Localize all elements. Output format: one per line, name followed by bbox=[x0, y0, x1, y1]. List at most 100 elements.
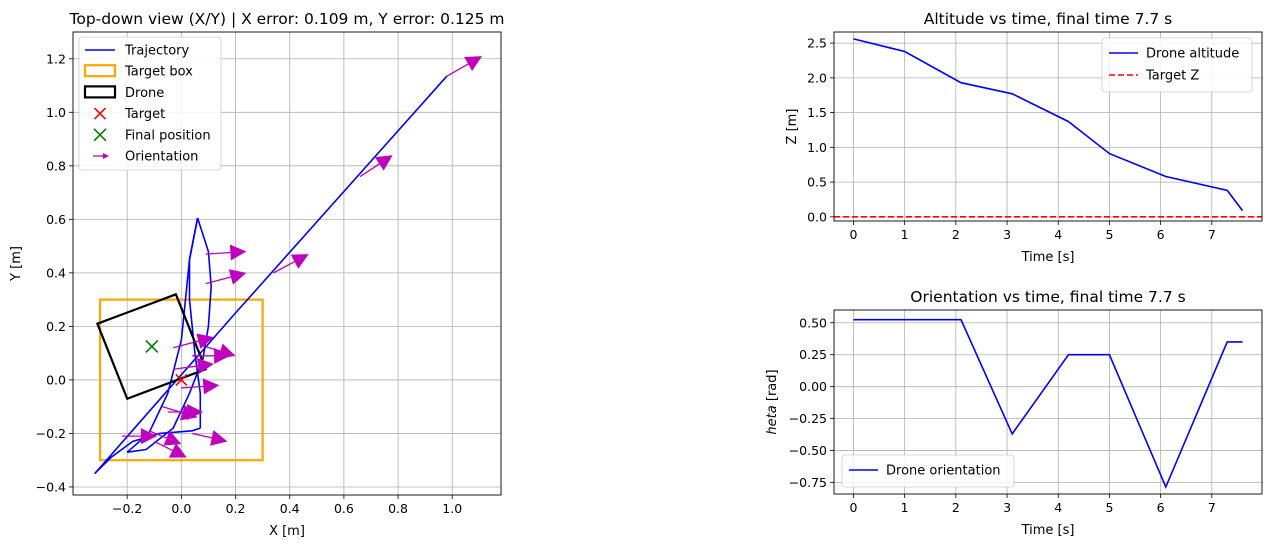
axes-frame bbox=[833, 31, 1263, 222]
y-tick-label: 2.5 bbox=[807, 36, 827, 51]
orientation-arrow-shaft bbox=[173, 365, 199, 370]
y-tick-label: 0.5 bbox=[807, 175, 827, 190]
x-tick-label: 3 bbox=[1003, 500, 1011, 515]
legend-frame bbox=[1101, 37, 1253, 93]
orientation-chart: 0 1 2 3 4 5 6 7 −0.75 −0.50 −0.25 0.00 0.25 0.50 Orien… bbox=[765, 288, 1263, 538]
axes-frame bbox=[72, 31, 502, 496]
orientation-arrow-shaft bbox=[181, 385, 204, 389]
orientation-arrow-shaft bbox=[205, 251, 231, 255]
legend-swatch-target bbox=[93, 107, 107, 120]
y-axis-label: Y [m] bbox=[9, 246, 24, 282]
legend-frame bbox=[841, 454, 1015, 488]
y-tick-label: 0.4 bbox=[46, 265, 66, 280]
legend-swatch-drone bbox=[83, 85, 117, 99]
y-tick-label: 1.5 bbox=[807, 105, 827, 120]
x-tick-label: 0.2 bbox=[226, 501, 246, 516]
legend-swatch-orientation-head bbox=[103, 153, 109, 159]
orientation-arrow-head bbox=[187, 404, 204, 421]
orientation-arrow-head bbox=[374, 155, 393, 171]
target-box bbox=[98, 298, 264, 462]
x-tick-label: 2 bbox=[952, 500, 960, 515]
x-tick-label: 0.8 bbox=[388, 501, 408, 516]
x-axis-label: Time [s] bbox=[1021, 523, 1075, 538]
topdown-chart: −0.2 0.0 0.2 0.4 0.6 0.8 1.0 −0.4 −0.2 0.0 0.2 0.4 0… bbox=[9, 10, 505, 539]
x-tick-label: −0.2 bbox=[112, 501, 142, 516]
legend-swatch-target-box bbox=[83, 64, 117, 78]
legend-label: Drone orientation bbox=[886, 464, 1001, 479]
orientation-arrow-head bbox=[140, 428, 157, 445]
orientation-arrow-shaft bbox=[273, 261, 295, 274]
orientation-arrow-head bbox=[229, 244, 247, 261]
orientation-arrow-head bbox=[163, 430, 182, 446]
orientation-arrow-head bbox=[228, 269, 247, 285]
orientation-arrow-shaft bbox=[205, 276, 232, 285]
x-tick-label: 4 bbox=[1054, 500, 1062, 515]
orientation-arrow-shaft bbox=[446, 63, 469, 77]
x-tick-label: 6 bbox=[1157, 500, 1165, 515]
orientation-arrow-shaft bbox=[359, 163, 380, 178]
x-tick-label: 5 bbox=[1105, 500, 1113, 515]
y-axis-label: heta [rad] bbox=[765, 369, 780, 434]
orientation-arrow-shaft bbox=[148, 430, 167, 439]
orientation-arrow-shaft bbox=[192, 432, 212, 439]
y-tick-label: 0.00 bbox=[799, 379, 827, 394]
y-tick-label: 0.2 bbox=[46, 319, 66, 334]
legend-label: Target box bbox=[124, 65, 193, 80]
y-tick-label: 1.2 bbox=[46, 51, 66, 66]
x-tick-label: 1 bbox=[901, 227, 909, 242]
legend-label: Orientation bbox=[125, 150, 198, 165]
x-tick-label: 7 bbox=[1208, 500, 1216, 515]
x-tick-label: 5 bbox=[1105, 227, 1113, 242]
orientation-arrow-head bbox=[202, 378, 220, 395]
series-line bbox=[853, 318, 1243, 490]
target-marker bbox=[175, 373, 188, 386]
orientation-arrow-head bbox=[196, 358, 214, 374]
y-tick-label: 2.0 bbox=[807, 70, 827, 85]
x-tick-label: 0.0 bbox=[171, 501, 191, 516]
legend: Trajectory Target box Drone Target Final pos… bbox=[78, 36, 222, 171]
y-tick-label: 1.0 bbox=[46, 105, 66, 120]
y-tick-label: 1.0 bbox=[807, 140, 827, 155]
y-axis-label-unit: [rad] bbox=[765, 369, 780, 405]
orientation-arrow-head bbox=[214, 347, 231, 364]
legend-label: Drone altitude bbox=[1146, 47, 1239, 62]
y-tick-label: 0.0 bbox=[46, 372, 66, 387]
y-tick-label: 0.6 bbox=[46, 212, 66, 227]
orientation-arrow-head bbox=[168, 443, 187, 458]
x-tick-label: 3 bbox=[1003, 227, 1011, 242]
y-tick-label: 0.0 bbox=[807, 209, 827, 224]
legend-label: Drone bbox=[125, 86, 164, 101]
orientation-arrow-head bbox=[210, 430, 228, 446]
axes-frame bbox=[833, 309, 1263, 495]
y-tick-label: 0.25 bbox=[799, 347, 827, 362]
altitude-chart: 0 1 2 3 4 5 6 7 0.0 0.5 1.0 1.5 2.0 2.5 Altitude vs ti… bbox=[785, 10, 1263, 265]
x-axis-label: Time [s] bbox=[1021, 250, 1075, 265]
x-tick-label: 1.0 bbox=[442, 501, 462, 516]
y-tick-label: −0.50 bbox=[789, 443, 827, 458]
orientation-arrow-shaft bbox=[153, 440, 173, 452]
x-tick-label: 2 bbox=[952, 227, 960, 242]
orientation-arrow-head bbox=[290, 254, 309, 269]
y-tick-label: 0.8 bbox=[46, 158, 66, 173]
x-tick-label: 1 bbox=[901, 500, 909, 515]
x-tick-label: 7 bbox=[1208, 227, 1216, 242]
y-axis-label-symbol: heta bbox=[765, 405, 780, 434]
final-position-marker bbox=[145, 339, 159, 354]
chart-title: Top-down view (X/Y) | X error: 0.109 m, … bbox=[69, 10, 505, 28]
orientation-arrow-shaft bbox=[173, 340, 199, 349]
x-tick-label: 0 bbox=[849, 500, 857, 515]
x-tick-label: 0 bbox=[849, 227, 857, 242]
x-tick-label: 0.4 bbox=[280, 501, 300, 516]
chart-title: Orientation vs time, final time 7.7 s bbox=[910, 288, 1185, 306]
y-tick-label: 0.50 bbox=[799, 315, 827, 330]
y-tick-label: −0.25 bbox=[789, 411, 827, 426]
legend-label: Final position bbox=[125, 128, 211, 143]
legend-swatch-final-position bbox=[93, 128, 107, 142]
legend-label: Trajectory bbox=[124, 44, 189, 59]
y-tick-label: −0.4 bbox=[36, 479, 66, 494]
y-axis-label: Z [m] bbox=[785, 109, 800, 145]
x-tick-label: 4 bbox=[1054, 227, 1062, 242]
y-tick-label: −0.2 bbox=[36, 426, 66, 441]
legend-label: Target bbox=[124, 107, 165, 122]
